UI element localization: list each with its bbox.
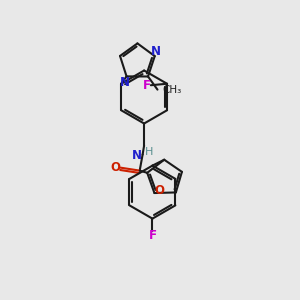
Text: N: N	[151, 45, 161, 58]
Text: F: F	[148, 229, 156, 242]
Text: N: N	[132, 149, 142, 162]
Text: F: F	[142, 79, 150, 92]
Text: O: O	[155, 184, 165, 196]
Text: N: N	[120, 76, 130, 89]
Text: CH₃: CH₃	[162, 85, 181, 94]
Text: O: O	[110, 160, 120, 174]
Text: H: H	[145, 147, 153, 157]
